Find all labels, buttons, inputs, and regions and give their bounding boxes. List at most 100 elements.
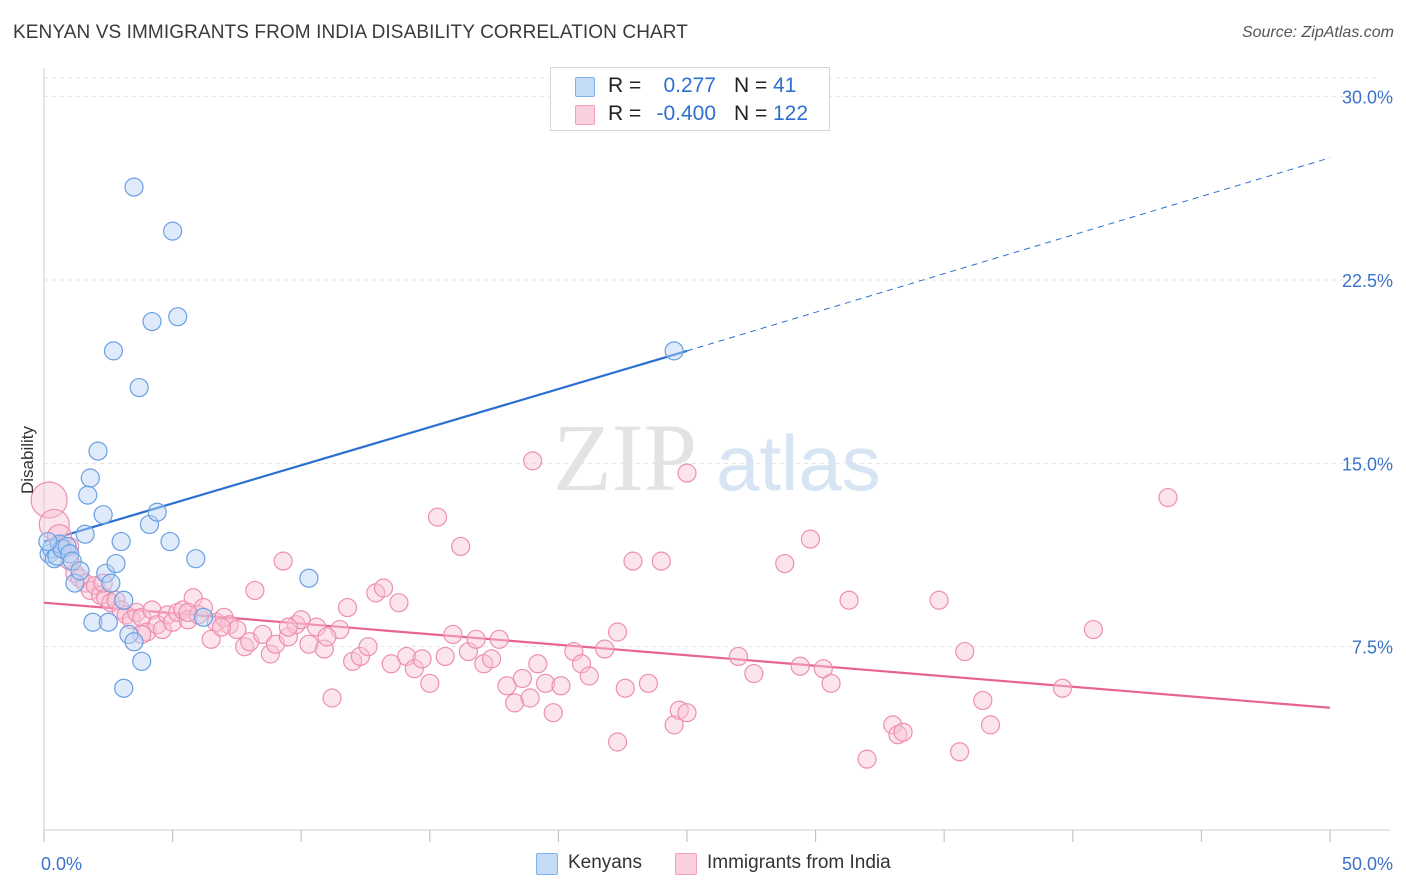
legend-swatch-india [575, 105, 595, 125]
india-point [800, 529, 821, 549]
india-point [677, 703, 697, 723]
kenyan-point [70, 561, 90, 581]
legend-swatch-india [675, 853, 697, 875]
india-point [973, 690, 993, 711]
kenyan-point [193, 607, 214, 627]
kenyan-point [111, 531, 131, 552]
tick-labels: 7.5% 15.0% 22.5% 30.0% 0.0% 50.0% [41, 88, 1393, 874]
legend-n-value: 41 [773, 74, 797, 97]
watermark: ZIP atlas [553, 404, 881, 511]
legend-n-value: 122 [773, 102, 809, 125]
india-point [337, 597, 358, 618]
india-point [651, 551, 671, 571]
legend-r-label: R = [608, 74, 642, 97]
india-point [278, 617, 298, 637]
india-point [183, 588, 203, 608]
india-point [381, 654, 401, 674]
legend-row-india: R = -0.400 N = 122 [551, 99, 829, 129]
india-point [46, 524, 73, 550]
india-point [168, 602, 188, 623]
india-point [260, 644, 280, 664]
kenyan-point [96, 563, 116, 583]
india-point [163, 612, 183, 632]
india-point [458, 641, 478, 662]
india-point [607, 622, 628, 642]
india-point [929, 590, 949, 610]
india-point [85, 575, 106, 596]
kenyan-point [60, 544, 80, 564]
kenyan-point [132, 651, 152, 671]
watermark-atlas: atlas [716, 419, 881, 507]
india-point [142, 600, 162, 620]
india-point [669, 700, 689, 720]
kenyan-point [78, 485, 98, 505]
india-point [420, 673, 440, 693]
india-point [358, 637, 378, 657]
india-point [404, 659, 424, 679]
india-point [322, 688, 342, 708]
india-point [451, 536, 471, 557]
india-point [821, 673, 841, 693]
india-point [551, 676, 571, 696]
india-trend-line [43, 601, 1331, 709]
india-point [839, 590, 859, 610]
india-point [571, 654, 592, 674]
kenyan-point [98, 612, 118, 632]
trend-lines [43, 157, 1331, 709]
india-point [535, 673, 556, 693]
india-point [497, 676, 517, 696]
india-point [193, 597, 214, 618]
correlation-legend: R = 0.277 N = 41 R = -0.400 N = 122 [550, 67, 830, 131]
kenyan-point [168, 307, 188, 327]
kenyan-point [106, 553, 126, 574]
kenyan-point [114, 678, 134, 698]
india-point [30, 481, 68, 519]
india-point [1083, 619, 1103, 640]
india-point [564, 641, 584, 662]
india-point [638, 673, 659, 693]
kenyan-point [124, 177, 144, 197]
watermark-zip: ZIP [553, 404, 697, 511]
legend-swatch-kenyans [575, 77, 595, 97]
source-label: Source: ZipAtlas.com [1241, 24, 1394, 41]
india-point [543, 703, 563, 723]
india-point [677, 463, 697, 483]
kenyans-trend-line [43, 349, 688, 543]
y-tick-label: 30.0% [1342, 88, 1393, 108]
legend-r-label: R = [608, 102, 642, 125]
india-point [314, 639, 334, 659]
kenyan-point [163, 221, 183, 241]
kenyan-point [93, 505, 113, 525]
india-point [350, 646, 370, 667]
kenyan-point [38, 531, 58, 552]
kenyan-point [80, 468, 100, 488]
india-point [883, 715, 903, 735]
india-point [443, 624, 463, 645]
india-point [317, 627, 337, 647]
india-point [980, 715, 1001, 735]
india-point [1052, 678, 1073, 698]
kenyan-point [124, 632, 144, 652]
legend-r-value: -0.400 [656, 102, 716, 125]
india-point [245, 580, 265, 601]
kenyan-point [75, 524, 95, 544]
grid-lines [44, 77, 1380, 648]
kenyan-point [142, 311, 162, 332]
india-point [427, 507, 448, 527]
axes [43, 68, 1390, 842]
kenyan-point [114, 590, 134, 610]
india-point [888, 725, 908, 745]
legend-r-value: 0.277 [663, 74, 716, 97]
x-tick-label: 0.0% [41, 854, 82, 874]
india-point [178, 602, 198, 623]
kenyan-point [129, 377, 149, 398]
legend-n-label: N = [734, 74, 768, 97]
india-point [152, 619, 172, 640]
kenyan-point [101, 573, 121, 593]
india-point [528, 654, 548, 674]
india-point [211, 617, 232, 637]
india-point [623, 551, 643, 571]
india-point [607, 732, 628, 752]
india-point [728, 646, 749, 667]
